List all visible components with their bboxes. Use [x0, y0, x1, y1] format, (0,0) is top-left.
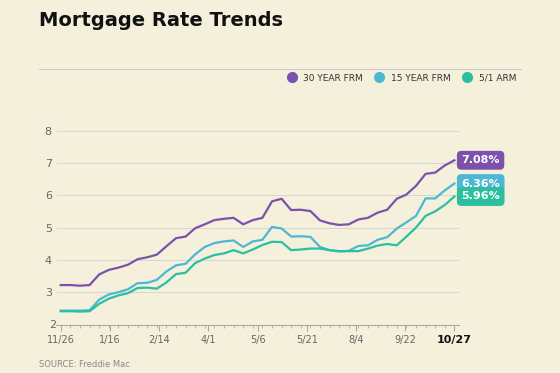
Text: 2: 2 — [49, 320, 56, 329]
Text: 5.96%: 5.96% — [461, 191, 500, 201]
Text: Mortgage Rate Trends: Mortgage Rate Trends — [39, 11, 283, 30]
Text: 7.08%: 7.08% — [461, 155, 500, 165]
Legend: 30 YEAR FRM, 15 YEAR FRM, 5/1 ARM: 30 YEAR FRM, 15 YEAR FRM, 5/1 ARM — [283, 73, 516, 82]
Text: 6.36%: 6.36% — [461, 179, 500, 189]
Text: SOURCE: Freddie Mac: SOURCE: Freddie Mac — [39, 360, 130, 369]
